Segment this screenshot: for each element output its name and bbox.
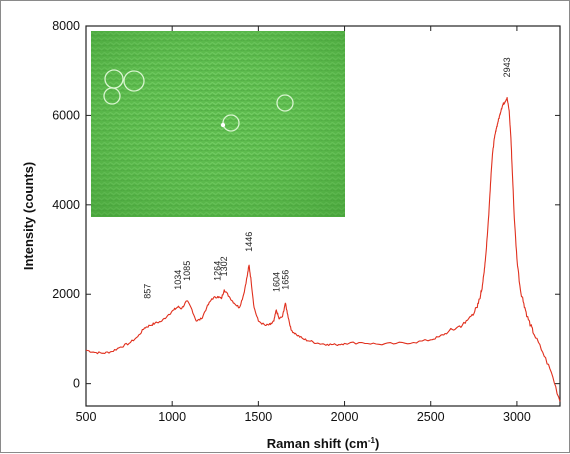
y-axis-title: Intensity (counts) bbox=[21, 162, 36, 270]
x-tick-label: 3000 bbox=[503, 410, 531, 424]
series-group bbox=[85, 96, 561, 402]
axes: 500 1000 1500 2000 2500 3000 0 2000 4000 6000 8000 bbox=[52, 19, 560, 424]
x-axis-title-main: Raman shift (cm bbox=[267, 436, 368, 451]
x-tick-label: 1500 bbox=[244, 410, 272, 424]
y-tick-label: 0 bbox=[73, 377, 80, 391]
inset-microscope-image bbox=[91, 31, 345, 217]
peak-label-2943: 2943 bbox=[502, 57, 512, 77]
peak-label-1302: 1302 bbox=[219, 256, 229, 276]
peak-label-1604: 1604 bbox=[271, 272, 281, 292]
y-tick-label: 8000 bbox=[52, 19, 80, 33]
y-tick-label: 6000 bbox=[52, 108, 80, 122]
peak-label-1085: 1085 bbox=[182, 261, 192, 281]
x-axis-title: Raman shift (cm-1) bbox=[267, 436, 380, 451]
peak-label-1656: 1656 bbox=[280, 270, 290, 290]
peak-label-1264: 1264 bbox=[213, 261, 223, 281]
x-tick-label: 1000 bbox=[158, 410, 186, 424]
spectrum-line bbox=[85, 96, 561, 402]
x-tick-label: 2500 bbox=[417, 410, 445, 424]
laser-spot bbox=[220, 122, 226, 128]
peak-label-1034: 1034 bbox=[173, 270, 183, 290]
x-axis-title-close: ) bbox=[375, 436, 379, 451]
plot-area bbox=[85, 25, 561, 407]
peak-label-857: 857 bbox=[143, 284, 153, 299]
x-tick-label: 2000 bbox=[331, 410, 359, 424]
x-axis-title-sup: -1 bbox=[368, 436, 376, 445]
peak-label-1446: 1446 bbox=[244, 232, 254, 252]
y-tick-label: 2000 bbox=[52, 287, 80, 301]
x-tick-label: 500 bbox=[76, 410, 97, 424]
y-tick-label: 4000 bbox=[52, 198, 80, 212]
